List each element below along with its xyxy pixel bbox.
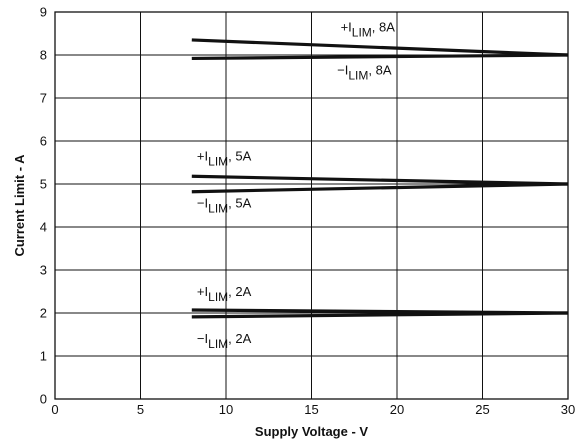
y-axis-title: Current Limit - A: [12, 154, 27, 257]
x-tick-label: 10: [219, 402, 233, 417]
y-tick-label: 8: [40, 48, 47, 63]
series-line: [191, 182, 569, 194]
x-tick-label: 25: [475, 402, 489, 417]
series-annotation: +ILIM, 2A: [197, 284, 252, 304]
series-line: [191, 311, 569, 319]
series-annotation: −ILIM, 5A: [197, 196, 252, 216]
series-line: [191, 53, 569, 61]
x-tick-label: 20: [390, 402, 404, 417]
x-tick-label: 5: [137, 402, 144, 417]
series-line: [191, 174, 569, 186]
series-annotation: −ILIM, 8A: [337, 62, 392, 82]
series-annotation: +ILIM, 5A: [197, 148, 252, 168]
y-tick-label: 6: [40, 134, 47, 149]
y-tick-labels: 0 1 2 3 4 5 6 7 8 9: [40, 5, 47, 407]
y-tick-label: 9: [40, 5, 47, 20]
series-lines: [191, 38, 569, 319]
series-annotation: +ILIM, 8A: [341, 19, 396, 39]
annotations: +ILIM, 8A −ILIM, 8A +ILIM, 5A −ILIM, 5A +ILI…: [197, 19, 395, 351]
plot-frame: [54, 11, 569, 400]
y-tick-label: 4: [40, 220, 47, 235]
x-axis-title: Supply Voltage - V: [255, 424, 368, 439]
x-tick-labels: 0 5 10 15 20 25 30: [51, 402, 575, 417]
x-tick-label: 15: [304, 402, 318, 417]
series-annotation: −ILIM, 2A: [197, 331, 252, 351]
y-tick-label: 2: [40, 306, 47, 321]
y-tick-label: 0: [40, 392, 47, 407]
y-tick-label: 7: [40, 91, 47, 106]
x-tick-label: 30: [561, 402, 575, 417]
y-tick-label: 3: [40, 263, 47, 278]
x-tick-label: 0: [51, 402, 58, 417]
series-line: [191, 38, 569, 57]
y-tick-label: 5: [40, 177, 47, 192]
grid: [55, 12, 568, 399]
y-tick-label: 1: [40, 349, 47, 364]
